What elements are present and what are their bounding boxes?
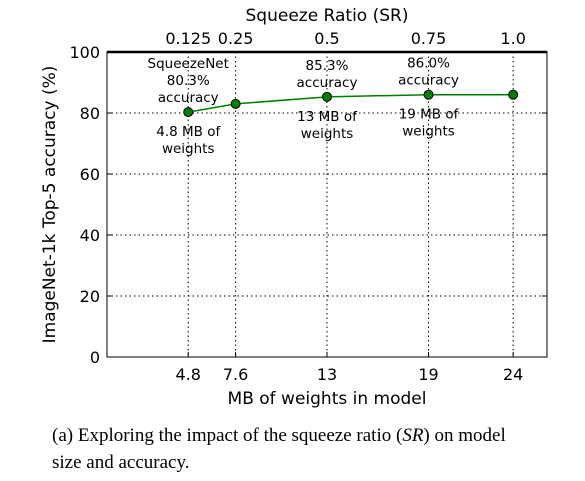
annotation-above: 85.3% accuracy [297, 58, 358, 91]
top-tick-label: 0.5 [314, 29, 339, 48]
annotation-line: 4.8 MB of [156, 124, 221, 140]
caption-line-2: size and accuracy. [52, 452, 190, 473]
data-point [423, 89, 434, 100]
annotation-line: 13 MB of [297, 109, 358, 125]
annotation-below: 13 MB of weights [297, 109, 358, 142]
annotation-line: weights [402, 124, 455, 140]
caption-text: (a) Exploring the impact of the squeeze … [52, 425, 403, 446]
annotation-line: 80.3% [167, 73, 210, 89]
figure-caption: (a) Exploring the impact of the squeeze … [52, 422, 580, 476]
y-tick-label: 40 [80, 226, 100, 245]
annotation-below: 4.8 MB of weights [156, 124, 221, 157]
axes: 0 20 40 60 80 100 4.8 0.125 7.6 0.25 13 0.5 19 0.75 24… [69, 29, 548, 384]
y-axis-label: ImageNet-1k Top-5 accuracy (%) [40, 66, 60, 344]
x-tick-label: 19 [418, 365, 438, 384]
annotation-line: accuracy [398, 73, 459, 89]
annotation-above: 86.0% accuracy [398, 56, 459, 89]
annotation-line: accuracy [297, 75, 358, 91]
annotation-below: 19 MB of weights [399, 107, 460, 140]
y-tick-label: 0 [90, 348, 100, 367]
annotation-line: 85.3% [306, 58, 349, 74]
x-tick-label: 13 [317, 365, 337, 384]
data-point [508, 89, 519, 100]
y-tick-label: 60 [80, 165, 100, 184]
caption-line-1: (a) Exploring the impact of the squeeze … [52, 422, 580, 449]
annotation-above: SqueezeNet 80.3% accuracy [148, 56, 229, 106]
annotation-line: weights [162, 141, 215, 157]
data-point [230, 98, 241, 109]
y-tick-label: 100 [69, 43, 100, 62]
data-point [322, 91, 332, 102]
data-point [183, 107, 194, 118]
x-tick-label: 7.6 [223, 365, 248, 384]
x-tick-label: 24 [503, 365, 523, 384]
annotation-line: SqueezeNet [148, 56, 229, 72]
y-tick-label: 20 [80, 287, 100, 306]
y-tick-label: 80 [80, 104, 100, 123]
annotation-line: accuracy [158, 90, 219, 106]
top-tick-label: 0.75 [411, 29, 447, 48]
top-tick-label: 0.125 [165, 29, 211, 48]
chart-title: Squeeze Ratio (SR) [246, 6, 409, 26]
annotation-line: weights [301, 126, 354, 142]
annotation-line: 19 MB of [399, 107, 460, 123]
annotation-line: 86.0% [407, 56, 450, 72]
x-tick-label: 4.8 [176, 365, 201, 384]
series [183, 89, 519, 118]
x-axis-label: MB of weights in model [228, 389, 427, 409]
top-tick-label: 0.25 [218, 29, 254, 48]
caption-sr: SR [402, 425, 424, 446]
chart: 0 20 40 60 80 100 4.8 0.125 7.6 0.25 13 0.5 19 0.75 24… [40, 6, 548, 409]
caption-text-end: ) on model [423, 425, 506, 446]
top-tick-label: 1.0 [500, 29, 525, 48]
